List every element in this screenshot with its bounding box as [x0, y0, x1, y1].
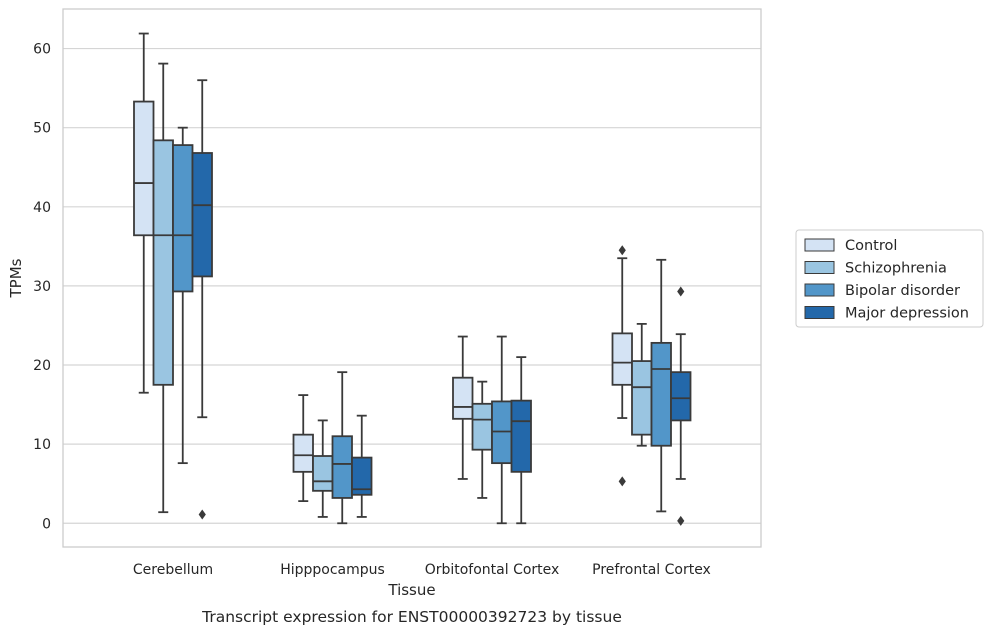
legend-label: Control	[845, 238, 897, 254]
box	[631, 322, 653, 447]
plot-frame	[62, 8, 762, 548]
box-iqr	[452, 376, 474, 420]
box	[331, 371, 353, 525]
box-iqr	[510, 399, 532, 473]
y-tick-label: 10	[33, 437, 51, 453]
box	[172, 126, 194, 465]
box	[471, 380, 493, 499]
box-iqr	[351, 456, 373, 496]
x-tick-label: Prefrontal Cortex	[592, 562, 711, 578]
box	[133, 32, 155, 394]
legend-label: Schizophrenia	[845, 261, 947, 277]
legend-swatch	[804, 283, 835, 297]
legend-swatch	[804, 261, 835, 274]
outlier-point	[198, 509, 206, 520]
x-axis-ticks: Cerebellum Hipppocampus Orbitofontal Corte…	[133, 562, 711, 578]
box	[510, 356, 532, 525]
box-iqr	[471, 402, 493, 451]
box	[611, 245, 633, 487]
box-iqr	[331, 435, 353, 499]
x-tick-label: Hipppocampus	[280, 562, 385, 578]
legend-swatch	[804, 238, 835, 252]
chart-caption: Transcript expression for ENST0000039272…	[201, 608, 622, 626]
y-tick-label: 20	[33, 358, 51, 374]
x-tick-label: Cerebellum	[133, 562, 213, 578]
box	[292, 394, 314, 503]
box-iqr	[191, 152, 213, 278]
y-tick-label: 0	[42, 516, 51, 532]
box	[650, 258, 672, 513]
y-axis-label: TPMs	[7, 258, 25, 298]
box	[452, 335, 474, 480]
legend-swatch	[804, 306, 835, 319]
outlier-point	[677, 515, 685, 526]
box-iqr	[631, 360, 653, 436]
box-iqr	[650, 341, 672, 447]
y-tick-label: 50	[33, 121, 51, 137]
x-axis-label: Tissue	[387, 581, 435, 599]
box	[312, 419, 334, 518]
box-iqr	[611, 332, 633, 386]
box	[152, 62, 174, 514]
series-bipolar-disorder	[172, 126, 672, 525]
legend: Control Schizophrenia Bipolar disorder Majo…	[795, 229, 984, 328]
y-tick-label: 30	[33, 279, 51, 295]
box	[351, 414, 373, 518]
box-iqr	[670, 371, 692, 422]
series-major-depression	[191, 79, 692, 526]
box-iqr	[133, 100, 155, 237]
box-iqr	[292, 433, 314, 473]
box-iqr	[172, 144, 194, 293]
box-iqr	[312, 455, 334, 492]
x-tick-label: Orbitofontal Cortex	[425, 562, 560, 578]
box-series	[133, 32, 692, 526]
outlier-point	[677, 286, 685, 297]
y-tick-label: 60	[33, 42, 51, 58]
outlier-point	[618, 476, 626, 487]
legend-label: Major depression	[845, 306, 969, 322]
box	[191, 79, 213, 520]
box	[670, 286, 692, 526]
box-iqr	[152, 139, 174, 386]
legend-frame	[795, 229, 984, 328]
outlier-point	[618, 245, 626, 256]
legend-label: Bipolar disorder	[845, 283, 960, 299]
y-axis-ticks: 0 10 20 30 40 50 60	[33, 42, 51, 533]
series-schizophrenia	[152, 62, 653, 518]
y-tick-label: 40	[33, 200, 51, 216]
series-control	[133, 32, 633, 503]
